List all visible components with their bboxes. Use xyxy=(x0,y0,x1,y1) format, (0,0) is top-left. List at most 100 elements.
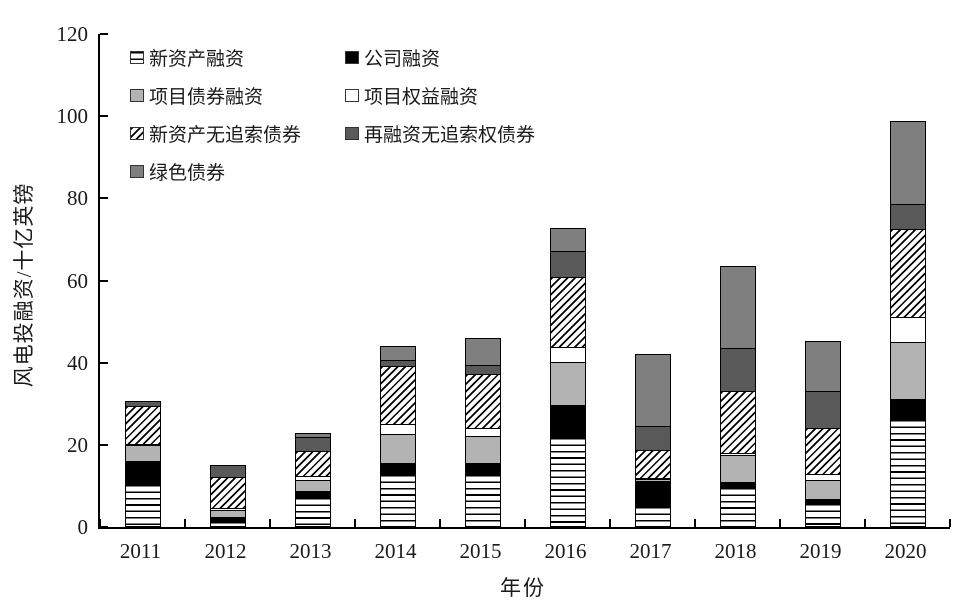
bar-2019 xyxy=(804,341,841,527)
x-axis-tick-label: 2016 xyxy=(544,539,587,563)
legend-swatch-lightgray-icon xyxy=(130,88,144,102)
bar-segment-lines xyxy=(634,506,671,527)
bar-segment-lightgray xyxy=(464,435,501,464)
bar-segment-mediumgray xyxy=(634,353,671,428)
x-axis-tick-label: 2015 xyxy=(459,539,502,563)
y-axis-tick xyxy=(100,279,108,282)
x-axis-tick xyxy=(439,519,441,527)
legend-item: 新资产无追索债券 xyxy=(130,122,302,146)
bar-segment-mediumgray xyxy=(464,338,501,367)
bar-segment-lightgray xyxy=(719,454,756,483)
bar-segment-lightgray xyxy=(124,445,161,463)
x-axis-tick xyxy=(99,519,101,527)
y-axis-tick-label: 60 xyxy=(67,268,88,293)
bar-2017 xyxy=(634,353,671,527)
bar-segment-lightgray xyxy=(889,342,926,400)
legend-swatch-black-icon xyxy=(345,50,359,64)
bar-2020 xyxy=(889,120,926,527)
bar-segment-hatch xyxy=(719,391,756,454)
bar-segment-hatch xyxy=(549,276,586,349)
bar-segment-white xyxy=(889,316,926,344)
y-axis-tick xyxy=(100,361,108,364)
y-axis-tick xyxy=(100,526,108,528)
bar-2016 xyxy=(549,228,586,527)
bar-segment-hatch xyxy=(209,476,246,510)
bar-segment-black xyxy=(124,461,161,484)
legend-swatch-mediumgray-icon xyxy=(130,164,144,178)
bar-segment-lines xyxy=(889,419,926,527)
y-axis-tick xyxy=(100,115,108,118)
legend-label: 项目权益融资 xyxy=(364,86,479,108)
bar-segment-mediumgray xyxy=(804,341,841,392)
x-axis-tick-label: 2020 xyxy=(884,539,927,563)
legend-item: 再融资无追索权债券 xyxy=(345,122,536,146)
legend-item: 项目债券融资 xyxy=(130,84,264,108)
y-axis-tick xyxy=(100,33,108,35)
legend-label: 新资产无追索债券 xyxy=(149,124,302,146)
bar-segment-darkgray xyxy=(549,251,586,278)
legend-item: 新资产融资 xyxy=(130,46,245,70)
legend-item: 绿色债券 xyxy=(130,160,226,184)
legend-label: 新资产融资 xyxy=(149,48,245,70)
legend-label: 项目债券融资 xyxy=(149,86,264,108)
legend-label: 公司融资 xyxy=(364,48,441,70)
legend-item: 公司融资 xyxy=(345,46,441,70)
y-axis-tick-label: 80 xyxy=(67,186,88,211)
x-axis-tick-label: 2011 xyxy=(119,539,162,563)
x-axis-tick xyxy=(354,519,356,527)
bar-segment-lines xyxy=(379,474,416,527)
x-axis-tick-label: 2013 xyxy=(289,539,332,563)
y-axis-tick-label: 120 xyxy=(56,22,89,46)
bar-segment-darkgray xyxy=(719,347,756,393)
x-axis-tick-label: 2018 xyxy=(714,539,757,563)
legend-label: 再融资无追索权债券 xyxy=(364,124,536,146)
legend-swatch-lines-icon xyxy=(130,50,144,64)
x-axis-tick xyxy=(269,519,271,527)
bar-2018 xyxy=(719,265,756,527)
bar-segment-darkgray xyxy=(294,437,331,452)
bar-segment-black xyxy=(294,490,331,498)
bar-2012 xyxy=(209,465,246,527)
bar-segment-mediumgray xyxy=(889,120,926,206)
legend-item: 项目权益融资 xyxy=(345,84,479,108)
bar-segment-black xyxy=(889,398,926,420)
bar-segment-darkgray xyxy=(634,426,671,451)
x-axis-tick xyxy=(524,519,526,527)
x-axis-tick xyxy=(694,519,696,527)
x-axis-tick xyxy=(949,519,951,527)
bar-segment-black xyxy=(634,481,671,507)
bar-segment-darkgray xyxy=(804,390,841,430)
bar-segment-darkgray xyxy=(889,204,926,231)
x-axis-title: 年份 xyxy=(500,576,546,600)
bar-segment-lines xyxy=(549,437,586,527)
legend-label: 绿色债券 xyxy=(149,162,226,184)
bar-segment-white xyxy=(549,347,586,364)
bar-segment-hatch xyxy=(379,365,416,426)
bar-segment-lightgray xyxy=(549,362,586,407)
bar-segment-black xyxy=(719,481,756,488)
bar-segment-black xyxy=(549,405,586,438)
bar-segment-lines xyxy=(124,483,161,527)
x-axis-tick xyxy=(864,519,866,527)
bar-segment-mediumgray xyxy=(719,265,756,349)
x-axis-tick xyxy=(779,519,781,527)
bar-2015 xyxy=(464,338,501,527)
y-axis-tick xyxy=(100,197,108,200)
bar-segment-hatch xyxy=(634,449,671,479)
y-axis-tick-label: 100 xyxy=(56,104,89,129)
bar-segment-mediumgray xyxy=(379,345,416,362)
y-axis-tick-label: 40 xyxy=(67,350,88,375)
bar-segment-lines xyxy=(804,502,841,527)
bar-segment-black xyxy=(804,498,841,503)
bar-segment-mediumgray xyxy=(549,228,586,253)
bar-segment-lines xyxy=(294,497,331,527)
bar-segment-lightgray xyxy=(804,479,841,500)
bar-segment-hatch xyxy=(804,428,841,476)
bar-segment-hatch xyxy=(294,450,331,478)
bar-segment-lines xyxy=(719,487,756,527)
x-axis-tick-label: 2019 xyxy=(799,539,842,563)
plot-area xyxy=(98,33,951,529)
bar-segment-lines xyxy=(464,474,501,527)
bar-2013 xyxy=(294,432,331,527)
